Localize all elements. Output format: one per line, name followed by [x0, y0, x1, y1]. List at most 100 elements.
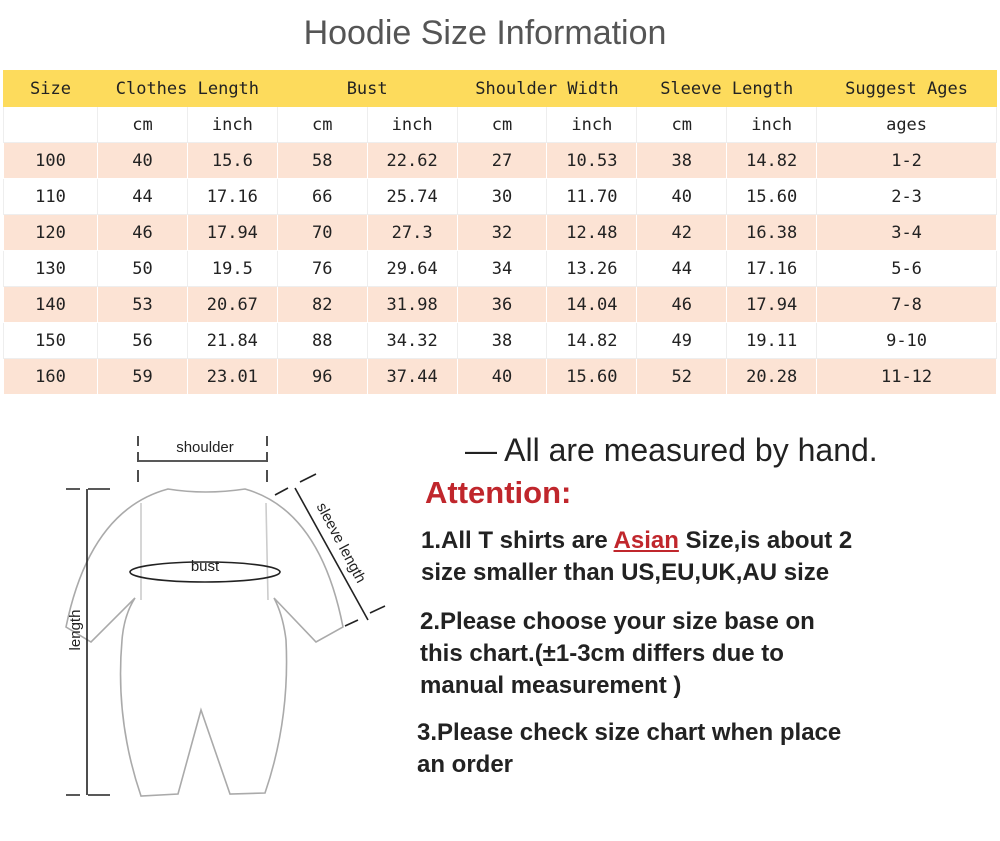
unit-cell [3, 106, 98, 143]
table-cell: 58 [276, 142, 368, 179]
column-header: Size [3, 70, 98, 107]
unit-cell: cm [276, 106, 368, 143]
table-cell: 14.82 [726, 142, 818, 179]
table-cell: 66 [276, 178, 368, 215]
note-text: 2.Please choose your size base on [420, 608, 815, 635]
table-cell: 120 [3, 214, 98, 251]
length-guides [66, 488, 110, 796]
table-cell: 40 [456, 358, 548, 395]
table-cell: 76 [276, 250, 368, 287]
measured-note: — All are measured by hand. [465, 432, 878, 468]
table-row: 140 53 20.67 82 31.98 36 14.04 46 17.94 7-8 [3, 286, 997, 323]
column-header: Suggest Ages [816, 70, 997, 107]
table-cell: 11-12 [816, 358, 997, 395]
unit-cell: inch [546, 106, 638, 143]
table-cell: 100 [3, 142, 98, 179]
table-cell: 70 [276, 214, 368, 251]
table-cell: 10.53 [546, 142, 638, 179]
column-header: Bust [276, 70, 458, 107]
sleeve-line [294, 487, 369, 621]
table-cell: 9-10 [816, 322, 997, 359]
table-cell: 37.44 [366, 358, 458, 395]
table-cell: 1-2 [816, 142, 997, 179]
table-cell: 50 [97, 250, 188, 287]
table-cell: 15.60 [726, 178, 818, 215]
note-text: manual measurement ) [420, 672, 682, 699]
table-cell: 34.32 [366, 322, 458, 359]
table-cell: 110 [3, 178, 98, 215]
table-row: 110 44 17.16 66 25.74 30 11.70 40 15.60 2-3 [3, 178, 997, 215]
table-cell: 20.28 [726, 358, 818, 395]
table-cell: 52 [636, 358, 728, 395]
unit-cell: cm [456, 106, 548, 143]
table-cell: 17.16 [186, 178, 278, 215]
table-cell: 7-8 [816, 286, 997, 323]
table-cell: 82 [276, 286, 368, 323]
table-cell: 27.3 [366, 214, 458, 251]
shoulder-guides [137, 436, 268, 482]
note-item-3: 3.Please check size chart when place an … [417, 717, 841, 781]
page-title: Hoodie Size Information [303, 14, 667, 52]
length-label: length [67, 610, 84, 651]
table-cell: 46 [97, 214, 188, 251]
table-cell: 11.70 [546, 178, 638, 215]
sleeve-guides [274, 473, 386, 627]
sleeve-length-label: sleeve length [313, 500, 370, 586]
bust-label: bust [191, 558, 220, 575]
unit-cell: inch [726, 106, 818, 143]
note-text: Size,is about 2 [678, 527, 853, 554]
table-cell: 140 [3, 286, 98, 323]
column-header: Shoulder Width [456, 70, 638, 107]
table-row: 150 56 21.84 88 34.32 38 14.82 49 19.11 9-10 [3, 322, 997, 359]
romper-outline [65, 488, 344, 797]
table-cell: 22.62 [366, 142, 458, 179]
table-cell: 31.98 [366, 286, 458, 323]
table-row: 120 46 17.94 70 27.3 32 12.48 42 16.38 3-4 [3, 214, 997, 251]
shoulder-label: shoulder [176, 439, 234, 456]
table-row: 130 50 19.5 76 29.64 34 13.26 44 17.16 5-6 [3, 250, 997, 287]
column-header: Sleeve Length [636, 70, 818, 107]
table-cell: 30 [456, 178, 548, 215]
note-text: 3.Please check size chart when place [417, 719, 842, 746]
table-cell: 17.16 [726, 250, 818, 287]
table-cell: 38 [636, 142, 728, 179]
table-cell: 15.60 [546, 358, 638, 395]
table-cell: 36 [456, 286, 548, 323]
table-cell: 42 [636, 214, 728, 251]
table-cell: 19.11 [726, 322, 818, 359]
table-row: 100 40 15.6 58 22.62 27 10.53 38 14.82 1-2 [3, 142, 997, 179]
attention-heading: Attention: [425, 475, 572, 510]
table-cell: 34 [456, 250, 548, 287]
table-cell: 12.48 [546, 214, 638, 251]
column-header: Clothes Length [97, 70, 278, 107]
unit-row: cm inch cm inch cm inch cm inch ages [3, 106, 997, 143]
note-item-2: 2.Please choose your size base on this c… [420, 606, 815, 702]
table-cell: 49 [636, 322, 728, 359]
table-cell: 130 [3, 250, 98, 287]
table-cell: 46 [636, 286, 728, 323]
table-cell: 38 [456, 322, 548, 359]
table-cell: 17.94 [186, 214, 278, 251]
bust-line [129, 561, 281, 583]
table-cell: 32 [456, 214, 548, 251]
table-cell: 25.74 [366, 178, 458, 215]
note-text: this chart.(±1-3cm differs due to [420, 640, 784, 667]
table-cell: 40 [97, 142, 188, 179]
table-row: 160 59 23.01 96 37.44 40 15.60 52 20.28 11-12 [3, 358, 997, 395]
table-cell: 59 [97, 358, 188, 395]
table-cell: 14.04 [546, 286, 638, 323]
note-item-1: 1.All T shirts are Asian Size,is about 2… [421, 525, 852, 589]
note-text: an order [417, 751, 514, 778]
table-cell: 14.82 [546, 322, 638, 359]
note-text: 1.All T shirts are [421, 527, 614, 554]
table-cell: 44 [636, 250, 728, 287]
table-cell: 88 [276, 322, 368, 359]
asian-highlight: Asian [613, 527, 679, 554]
table-cell: 29.64 [366, 250, 458, 287]
table-cell: 27 [456, 142, 548, 179]
table-cell: 20.67 [186, 286, 278, 323]
table-cell: 23.01 [186, 358, 278, 395]
unit-cell: ages [816, 106, 997, 143]
header-row: Size Clothes Length Bust Shoulder Width Slee… [3, 70, 997, 107]
